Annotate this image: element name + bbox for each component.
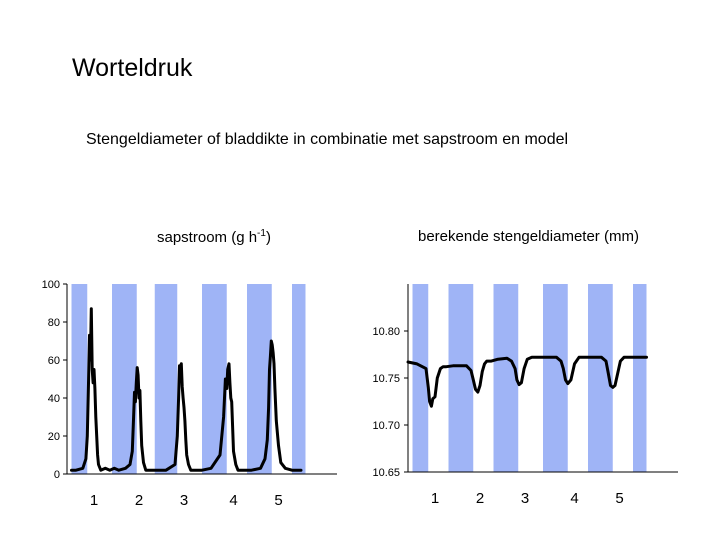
stengeldiameter-x-tick-label: 5 [615,490,623,507]
sapstroom-x-tick-label: 5 [274,492,282,509]
sapstroom-y-tick-label: 40 [48,393,60,405]
stengeldiameter-y-tick-label: 10.80 [372,326,400,338]
sapstroom-y-tick-label: 0 [54,469,60,481]
page-subtitle: Stengeldiameter of bladdikte in combinat… [86,131,569,148]
stengeldiameter-y-tick-label: 10.65 [372,467,400,479]
sapstroom-x-tick-label: 4 [229,492,237,509]
sapstroom-y-tick-label: 100 [42,279,60,291]
stengeldiameter-x-tick-label: 1 [431,490,439,507]
sapstroom-chart: 100 80 60 40 20 0 1 2 3 4 5 [42,279,337,509]
sapstroom-y-tick-label: 80 [48,317,60,329]
sapstroom-x-tick-label: 2 [135,492,143,509]
stengeldiameter-day-band-3 [493,284,519,472]
stengeldiameter-y-tick-label: 10.75 [372,373,400,385]
sapstroom-y-tick-label: 60 [48,355,60,367]
sapstroom-day-band-4 [202,284,227,474]
stengeldiameter-x-tick-label: 2 [476,490,484,507]
sapstroom-x-tick-label: 3 [180,492,188,509]
sapstroom-y-tick-label: 20 [48,431,60,443]
stengeldiameter-day-band-1 [412,284,429,472]
stengeldiameter-chart-label: berekende stengeldiameter (mm) [418,228,639,245]
sapstroom-chart-label: sapstroom (g h-1) [157,228,271,246]
stengeldiameter-x-tick-label: 4 [570,490,578,507]
stengeldiameter-x-tick-label: 3 [521,490,529,507]
stengeldiameter-chart: 10.80 10.75 10.70 10.65 1 2 3 4 5 [372,284,678,507]
stengeldiameter-day-band-6 [633,284,647,472]
sapstroom-day-band-3 [154,284,178,474]
stengeldiameter-y-tick-label: 10.70 [372,420,400,432]
sapstroom-x-tick-label: 1 [90,492,98,509]
stengeldiameter-series-line-1 [406,355,648,408]
page-title: Worteldruk [72,54,193,82]
sapstroom-day-band-1 [71,284,88,474]
sapstroom-day-band-6 [292,284,306,474]
sapstroom-series-line-1 [70,307,303,472]
stengeldiameter-day-band-2 [448,284,474,472]
